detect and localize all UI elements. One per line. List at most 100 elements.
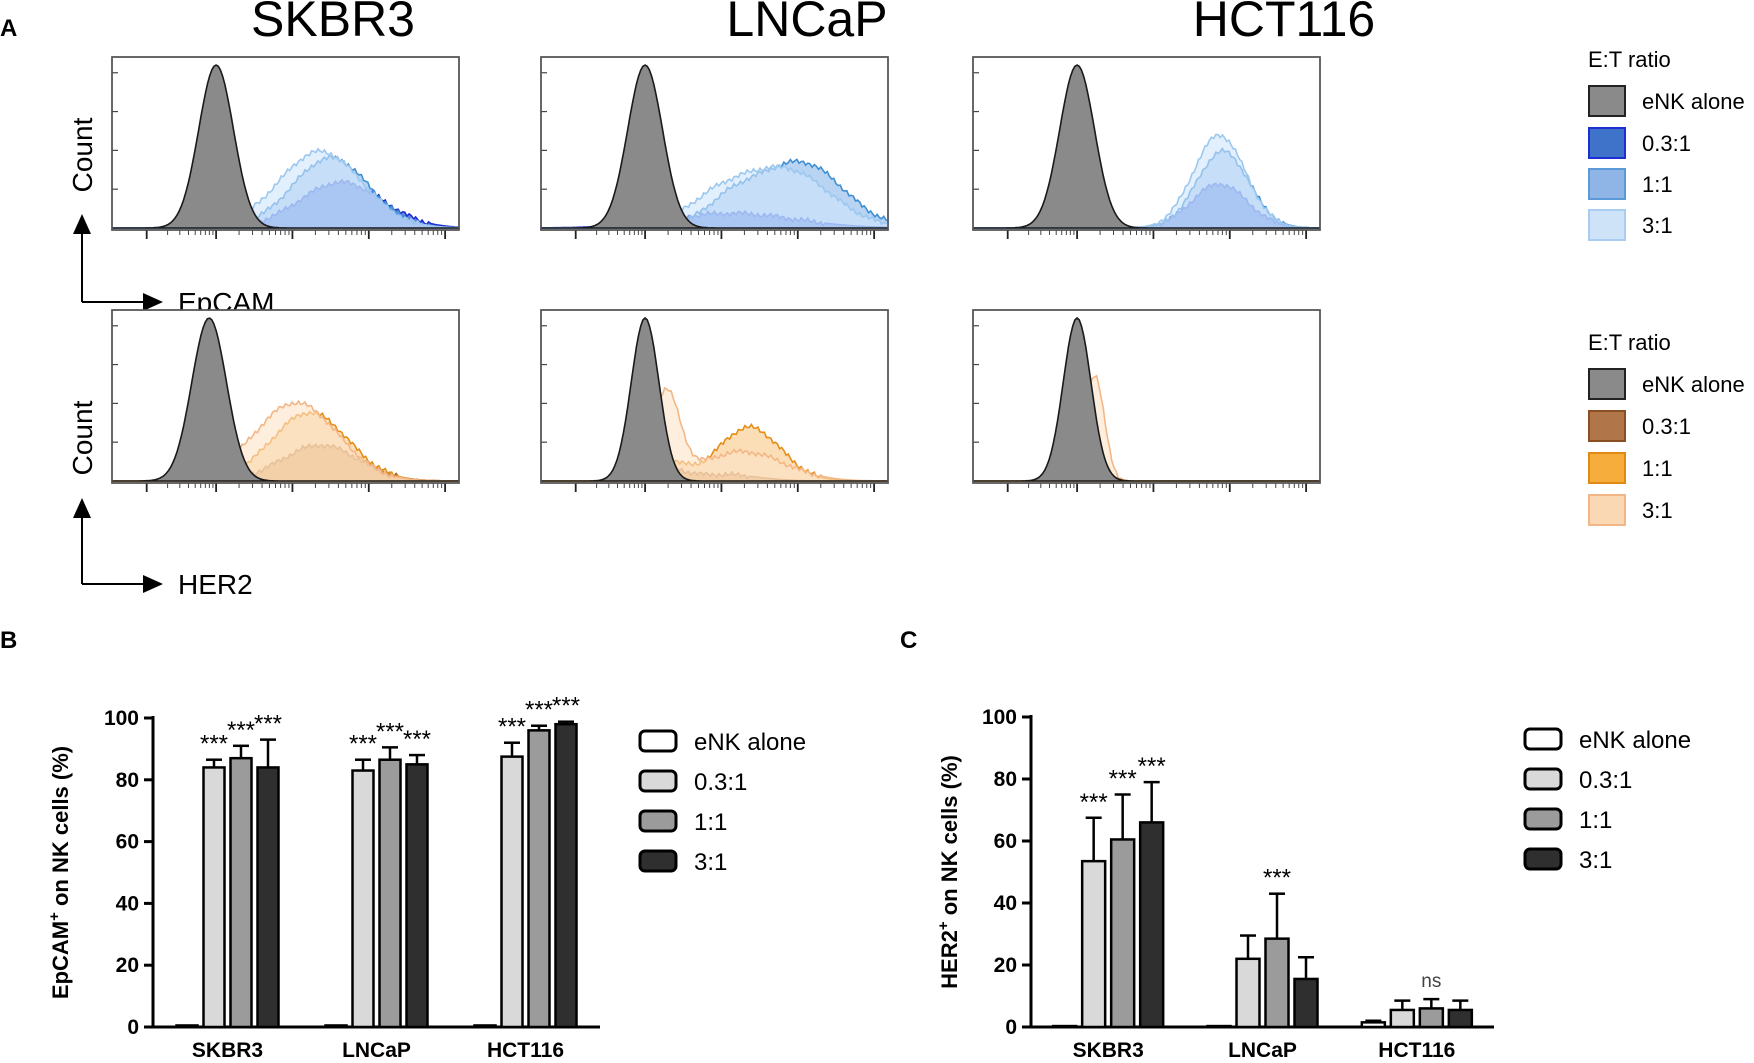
bar-hct116-3 [554, 722, 578, 1029]
category-label-lncap: LNCaP [1228, 1039, 1297, 1062]
bar-skbr3-2 [229, 756, 253, 1029]
legend-label-r03-her2: 0.3:1 [1642, 414, 1691, 439]
legend-label-r1-her2: 1:1 [1642, 456, 1673, 481]
y-tick-label: 0 [1005, 1016, 1017, 1039]
legend-epcam: E:T ratio eNK alone 0.3:1 1:1 3:1 [1588, 47, 1745, 241]
y-tick-label: 0 [127, 1016, 139, 1039]
histogram-border [111, 56, 460, 231]
bar-hct116-2 [1418, 1007, 1445, 1029]
significance-label: *** [227, 717, 255, 744]
significance-label: *** [498, 714, 526, 741]
histogram-border [972, 56, 1321, 231]
histogram-her2-skbr3 [111, 309, 460, 492]
legend-label-enk-epcam: eNK alone [1642, 89, 1745, 114]
histogram-curve-enk [541, 316, 888, 482]
count-label-row1: Count [67, 117, 98, 192]
histogram-curve-enk [541, 64, 888, 229]
y-tick-label: 100 [104, 707, 139, 730]
panel-label-a: A [0, 15, 17, 42]
legend-swatch-r1-her2 [1588, 452, 1626, 484]
y-tick-label: 40 [116, 892, 139, 915]
y-tick-label: 20 [116, 954, 139, 977]
legend-swatch-r03-her2 [1588, 410, 1626, 442]
histogram-her2-lncap [540, 309, 889, 492]
legend-title-epcam: E:T ratio [1588, 47, 1671, 72]
legend-her2: E:T ratio eNK alone 0.3:1 1:1 3:1 [1588, 330, 1745, 526]
legend-swatch-r1-epcam [1588, 168, 1626, 200]
y-axis-title: EpCAM+ on NK cells (%) [46, 746, 73, 999]
bar-lncap-1 [351, 769, 375, 1029]
histogram-epcam-lncap [540, 56, 889, 239]
legend-swatch-enk-epcam [1588, 85, 1626, 117]
bar-hct116-0 [1360, 1021, 1387, 1029]
bar-legend-c: eNK alone 0.3:1 1:1 3:1 [1523, 727, 1691, 874]
histogram-grid [111, 56, 1321, 492]
bar-lncap-1 [1235, 957, 1261, 1029]
bar-legend-label-enk-b: eNK alone [694, 729, 806, 756]
y-tick-label: 80 [116, 769, 139, 792]
category-label-hct116: HCT116 [487, 1039, 564, 1062]
axis-arrow-row2 [73, 498, 163, 593]
bar-legend-label-r03-b: 0.3:1 [694, 769, 747, 796]
bar-hct116-3 [1447, 1008, 1474, 1029]
legend-label-enk-her2: eNK alone [1642, 372, 1745, 397]
histogram-frame [972, 309, 1321, 484]
significance-label: *** [552, 693, 580, 720]
legend-swatch-r3-her2 [1588, 494, 1626, 526]
bar-lncap-3 [405, 763, 429, 1029]
bar-legend-label-r03-c: 0.3:1 [1579, 767, 1632, 794]
bar-lncap-2 [378, 758, 402, 1029]
column-title-skbr3: SKBR3 [251, 0, 415, 47]
legend-swatch-r03-epcam [1588, 127, 1626, 159]
legend-label-r03-epcam: 0.3:1 [1642, 131, 1691, 156]
xaxis-label-her2: HER2 [178, 569, 253, 600]
histogram-curve-enk [973, 64, 1320, 229]
legend-swatch-r3-epcam [1588, 209, 1626, 241]
histogram-border [540, 309, 889, 484]
axis-arrow-row1 [73, 214, 163, 311]
bar-skbr3-2 [1109, 838, 1136, 1029]
legend-label-r1-epcam: 1:1 [1642, 172, 1673, 197]
bar-legend-swatch-enk-b [638, 729, 678, 753]
legend-swatch-enk-her2 [1588, 368, 1626, 400]
bar-legend-swatch-r1-c [1523, 807, 1563, 831]
bar-legend-label-r1-c: 1:1 [1579, 807, 1612, 834]
bar-lncap-0 [324, 1024, 348, 1029]
significance-label: *** [1080, 789, 1108, 816]
y-tick-label: 60 [994, 830, 1017, 853]
category-label-lncap: LNCaP [342, 1039, 411, 1062]
histogram-epcam-skbr3 [111, 56, 460, 239]
bar-legend-label-enk-c: eNK alone [1579, 727, 1691, 754]
column-title-hct116: HCT116 [1193, 0, 1375, 47]
y-axis-title: HER2+ on NK cells (%) [935, 755, 962, 989]
bar-legend-label-r3-c: 3:1 [1579, 847, 1612, 874]
bar-legend-swatch-r03-b [638, 769, 678, 793]
y-tick-label: 20 [994, 954, 1017, 977]
bar-skbr3-0 [1051, 1024, 1078, 1029]
histogram-curve-enk [973, 316, 1320, 482]
bar-hct116-2 [527, 729, 551, 1029]
bar-skbr3-3 [1138, 821, 1165, 1029]
bar-skbr3-3 [256, 766, 280, 1029]
bar-skbr3-1 [202, 766, 226, 1029]
significance-label: *** [1263, 865, 1291, 892]
y-tick-label: 60 [116, 831, 139, 854]
significance-label: *** [200, 731, 228, 758]
bar-hct116-1 [500, 755, 524, 1029]
bar-legend-swatch-enk-c [1523, 727, 1563, 751]
bar-skbr3-0 [175, 1024, 199, 1029]
category-label-skbr3: SKBR3 [192, 1039, 263, 1062]
bar-legend-swatch-r3-b [638, 849, 678, 873]
significance-label: *** [254, 711, 282, 738]
y-tick-label: 40 [994, 892, 1017, 915]
column-title-lncap: LNCaP [726, 0, 887, 47]
legend-label-r3-epcam: 3:1 [1642, 213, 1673, 238]
panel-label-b: B [0, 627, 17, 654]
histogram-border [540, 56, 889, 231]
bar-legend-label-r3-b: 3:1 [694, 849, 727, 876]
histogram-border [972, 309, 1321, 484]
legend-label-r3-her2: 3:1 [1642, 498, 1673, 523]
histogram-frame [972, 56, 1321, 231]
significance-label: ns [1421, 971, 1441, 992]
